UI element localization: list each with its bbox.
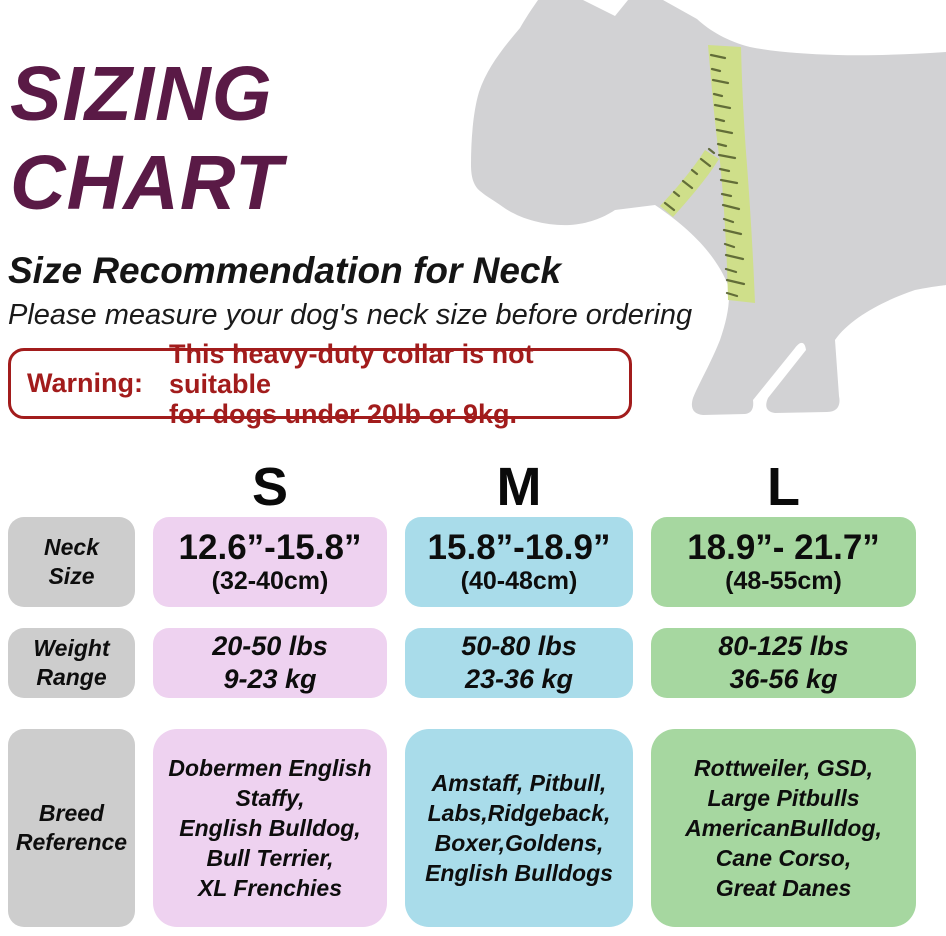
size-letter-m: M xyxy=(496,457,542,517)
row-header-breed-reference: Breed Reference xyxy=(8,729,135,927)
neck-size-inches: 18.9”- 21.7” xyxy=(687,528,880,567)
neck-size-cm: (32-40cm) xyxy=(211,567,329,595)
row-header-weight-range: Weight Range xyxy=(8,628,135,698)
tape-tick-marks xyxy=(663,53,746,298)
warning-label: Warning: xyxy=(27,368,143,398)
dog-measuring-tape-illustration xyxy=(471,0,946,415)
neck-size-inches: 15.8”-18.9” xyxy=(427,528,611,567)
warning-message: This heavy-duty collar is not suitable f… xyxy=(168,338,534,429)
measuring-tape-vertical-band xyxy=(708,45,755,303)
neck-size-cell-s: 12.6”-15.8” (32-40cm) xyxy=(153,517,387,607)
breed-reference-cell-l: Rottweiler, GSD, Large Pitbulls American… xyxy=(651,729,916,927)
dog-silhouette xyxy=(471,0,946,415)
neck-size-cell-l: 18.9”- 21.7” (48-55cm) xyxy=(651,517,916,607)
size-table: S M L Neck Size 12.6”-15.8” (32-40cm) 15… xyxy=(8,443,916,927)
measuring-tape xyxy=(660,45,755,303)
measure-note: Please measure your dog's neck size befo… xyxy=(8,299,693,331)
weight-range-cell-l: 80-125 lbs 36-56 kg xyxy=(651,628,916,698)
size-letter-s: S xyxy=(251,457,289,517)
weight-range-cell-m: 50-80 lbs 23-36 kg xyxy=(405,628,633,698)
measuring-tape-neck-band xyxy=(660,150,719,217)
subtitle: Size Recommendation for Neck xyxy=(8,250,562,291)
neck-size-cm: (48-55cm) xyxy=(725,567,842,595)
warning-box: Warning: This heavy-duty collar is not s… xyxy=(8,339,632,429)
breed-reference-cell-m: Amstaff, Pitbull, Labs,Ridgeback, Boxer,… xyxy=(405,729,633,927)
weight-range-cell-s: 20-50 lbs 9-23 kg xyxy=(153,628,387,698)
page-title: SIZING CHART xyxy=(10,51,284,226)
neck-size-cell-m: 15.8”-18.9” (40-48cm) xyxy=(405,517,633,607)
breed-reference-cell-s: Dobermen English Staffy, English Bulldog… xyxy=(153,729,387,927)
size-letter-l: L xyxy=(767,457,800,517)
neck-size-inches: 12.6”-15.8” xyxy=(178,528,362,567)
row-header-neck-size: Neck Size xyxy=(8,517,135,607)
neck-size-cm: (40-48cm) xyxy=(460,567,578,595)
